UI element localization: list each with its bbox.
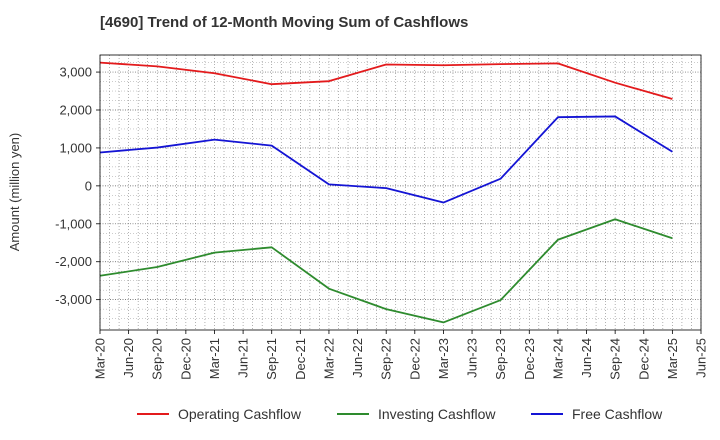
x-tick-label: Mar-25	[665, 338, 680, 379]
series-line-1	[99, 218, 673, 324]
x-tick-label: Dec-22	[407, 338, 422, 380]
legend-label: Free Cashflow	[572, 406, 663, 422]
x-tick-label: Mar-23	[436, 338, 451, 379]
y-axis: 3,000 2,000 1,000 0 -1,000 -2,000 -3,000	[55, 65, 100, 307]
x-tick-label: Jun-23	[465, 338, 480, 378]
x-tick-label: Dec-23	[522, 338, 537, 380]
x-tick-label: Sep-23	[493, 338, 508, 380]
y-tick-label: 0	[85, 178, 92, 193]
x-tick-label: Dec-20	[178, 338, 193, 380]
series-line-0	[99, 61, 673, 100]
plot-frame	[99, 54, 702, 331]
x-tick-label: Mar-24	[550, 338, 565, 379]
x-tick-label: Mar-21	[207, 338, 222, 379]
y-tick-label: -1,000	[55, 216, 92, 231]
x-tick-label: Mar-20	[93, 338, 108, 379]
x-tick-label: Mar-22	[321, 338, 336, 379]
y-tick-label: 1,000	[59, 140, 92, 155]
x-tick-label: Sep-24	[608, 338, 623, 380]
x-tick-label: Jun-22	[350, 338, 365, 378]
y-tick-label: -3,000	[55, 292, 92, 307]
x-tick-label: Sep-21	[264, 338, 279, 380]
x-tick-label: Jun-21	[236, 338, 251, 378]
chart-title: [4690] Trend of 12-Month Moving Sum of C…	[100, 14, 469, 31]
x-tick-label: Sep-20	[150, 338, 165, 380]
x-tick-label: Jun-25	[694, 338, 709, 378]
x-tick-label: Dec-24	[636, 338, 651, 380]
y-axis-label: Amount (million yen)	[7, 133, 22, 252]
series-line-2	[99, 115, 673, 204]
x-axis: Mar-20 Jun-20 Sep-20 Dec-20 Mar-21 Jun-21 Sep-…	[93, 330, 709, 380]
series-layer	[99, 61, 673, 324]
legend-label: Operating Cashflow	[178, 406, 302, 422]
x-tick-label: Jun-20	[121, 338, 136, 378]
legend-label: Investing Cashflow	[378, 406, 496, 422]
y-tick-label: 3,000	[59, 65, 92, 80]
x-tick-label: Jun-24	[579, 338, 594, 378]
legend: Operating Cashflow Investing Cashflow Free…	[137, 406, 663, 422]
x-tick-label: Dec-21	[293, 338, 308, 380]
x-tick-label: Sep-22	[379, 338, 394, 380]
y-tick-label: -2,000	[55, 254, 92, 269]
y-tick-label: 2,000	[59, 103, 92, 118]
